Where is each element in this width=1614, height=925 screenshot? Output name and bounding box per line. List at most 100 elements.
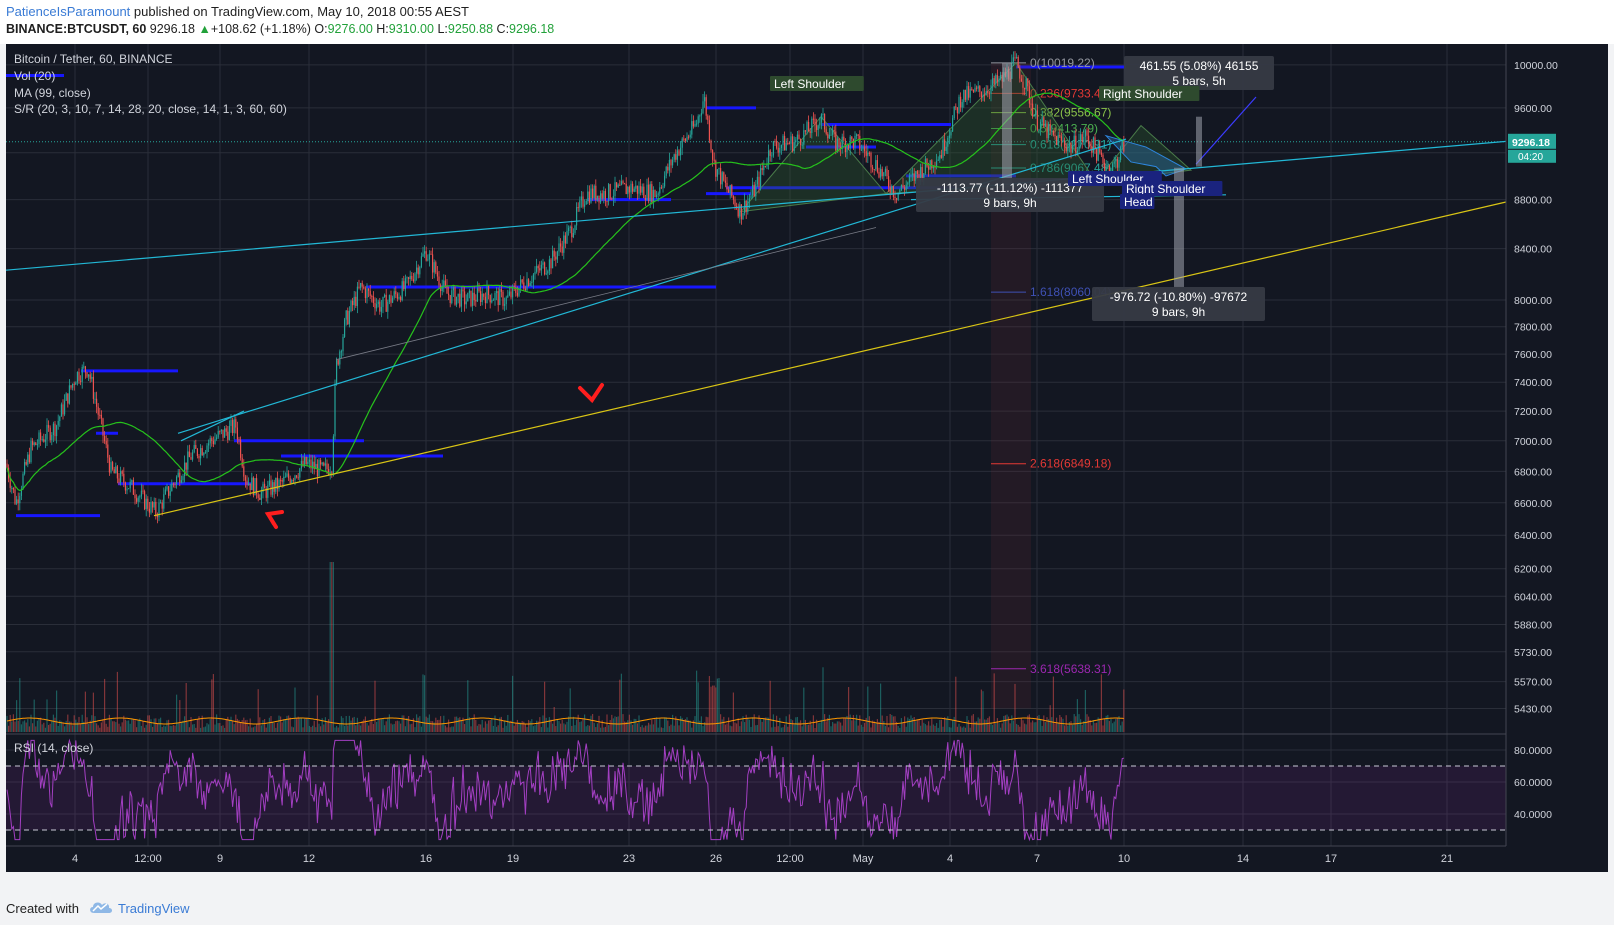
volume-bar xyxy=(713,685,715,732)
candle-body xyxy=(75,382,77,385)
candle-body xyxy=(318,460,320,477)
volume-bar xyxy=(532,726,534,732)
volume-bar xyxy=(139,718,141,732)
candle-body xyxy=(534,271,536,275)
volume-bar xyxy=(129,723,131,732)
volume-bar xyxy=(220,725,222,732)
volume-bar xyxy=(980,689,982,732)
candle-body xyxy=(264,483,266,489)
volume-bar xyxy=(1006,714,1008,732)
volume-bar xyxy=(452,726,454,732)
candle-body xyxy=(780,145,782,149)
y-tick-label: 6800.00 xyxy=(1514,466,1552,478)
candle-body xyxy=(177,472,179,477)
volume-bar xyxy=(123,715,125,732)
candle-body xyxy=(497,291,499,306)
candle-body xyxy=(1104,162,1106,170)
volume-bar xyxy=(588,725,590,732)
candle-body xyxy=(416,267,418,274)
candle-body xyxy=(273,482,275,492)
candle-body xyxy=(827,133,829,139)
candle-body xyxy=(524,288,526,291)
candle-body xyxy=(859,135,861,150)
volume-bar xyxy=(929,725,931,732)
volume-bar xyxy=(473,714,475,732)
candle-body xyxy=(766,163,768,167)
volume-bar xyxy=(590,715,592,732)
up-arrow-icon: ▲ xyxy=(198,22,211,36)
volume-bar xyxy=(508,721,510,732)
candle-body xyxy=(100,414,102,419)
legend-ma[interactable]: MA (99, close) xyxy=(14,86,91,100)
volume-bar xyxy=(968,720,970,732)
candle-body xyxy=(737,208,739,217)
candle-body xyxy=(518,287,520,296)
candle-body xyxy=(310,459,312,469)
candle-body xyxy=(1086,130,1088,136)
legend-symbol[interactable]: Bitcoin / Tether, 60, BINANCE xyxy=(14,52,173,66)
volume-bar xyxy=(368,725,370,732)
volume-bar xyxy=(152,726,154,732)
author-link[interactable]: PatienceIsParamount xyxy=(6,4,131,19)
volume-bar xyxy=(1072,724,1074,732)
volume-bar xyxy=(928,721,930,732)
publish-line: PatienceIsParamount published on Trading… xyxy=(6,4,469,19)
candle-body xyxy=(726,182,728,190)
candle-body xyxy=(686,136,688,141)
volume-bar xyxy=(496,726,498,732)
candle-body xyxy=(1049,124,1051,131)
candle-body xyxy=(713,159,715,161)
volume-bar xyxy=(136,727,138,732)
price-chart[interactable]: 0(10019.22) 0.236(9733.46) 0.382(9556.67) 0… xyxy=(6,44,1608,872)
candle-body xyxy=(1064,140,1066,147)
volume-bar xyxy=(97,725,99,732)
candle-body xyxy=(1054,134,1056,136)
candle-body xyxy=(787,142,789,144)
candle-body xyxy=(1083,136,1085,142)
candle-body xyxy=(580,196,582,201)
candle-body xyxy=(808,122,810,132)
candle-body xyxy=(80,380,82,382)
candle-body xyxy=(932,166,934,169)
volume-bar xyxy=(902,723,904,732)
candle-body xyxy=(908,175,910,183)
volume-bar xyxy=(672,714,674,732)
candle-body xyxy=(132,480,134,495)
volume-bar xyxy=(812,715,814,732)
tradingview-link[interactable]: TradingView xyxy=(118,901,190,916)
candle-body xyxy=(1105,166,1107,170)
volume-bar xyxy=(414,727,416,732)
volume-bar xyxy=(14,721,16,732)
candle-body xyxy=(129,481,131,489)
candle-body xyxy=(252,477,254,496)
candle-body xyxy=(276,477,278,490)
volume-bar xyxy=(72,725,74,732)
volume-bar xyxy=(563,723,565,732)
legend-volume[interactable]: Vol (20) xyxy=(14,69,55,83)
candle-body xyxy=(156,515,158,518)
candle-body xyxy=(536,266,538,272)
volume-bar xyxy=(948,727,950,732)
volume-bar xyxy=(582,719,584,732)
volume-bar xyxy=(993,673,995,732)
volume-bar xyxy=(859,715,861,732)
volume-bar xyxy=(1020,718,1022,732)
candle-body xyxy=(662,186,664,188)
candle-body xyxy=(572,232,574,238)
candle-body xyxy=(240,439,242,458)
volume-bar xyxy=(793,724,795,732)
legend-sr[interactable]: S/R (20, 3, 10, 7, 14, 28, 20, close, 14… xyxy=(14,102,287,116)
candle-body xyxy=(356,286,358,306)
volume-bar xyxy=(140,725,142,732)
candle-body xyxy=(116,466,118,479)
legend-rsi[interactable]: RSI (14, close) xyxy=(14,741,93,755)
candle-body xyxy=(131,480,133,482)
candle-body xyxy=(803,130,805,145)
volume-bar xyxy=(54,717,56,732)
volume-bar xyxy=(740,721,742,732)
volume-bar xyxy=(923,722,925,732)
candle-body xyxy=(212,440,214,444)
candle-body xyxy=(19,495,21,504)
rsi-tick-label: 40.0000 xyxy=(1514,809,1552,821)
candle-body xyxy=(480,291,482,302)
